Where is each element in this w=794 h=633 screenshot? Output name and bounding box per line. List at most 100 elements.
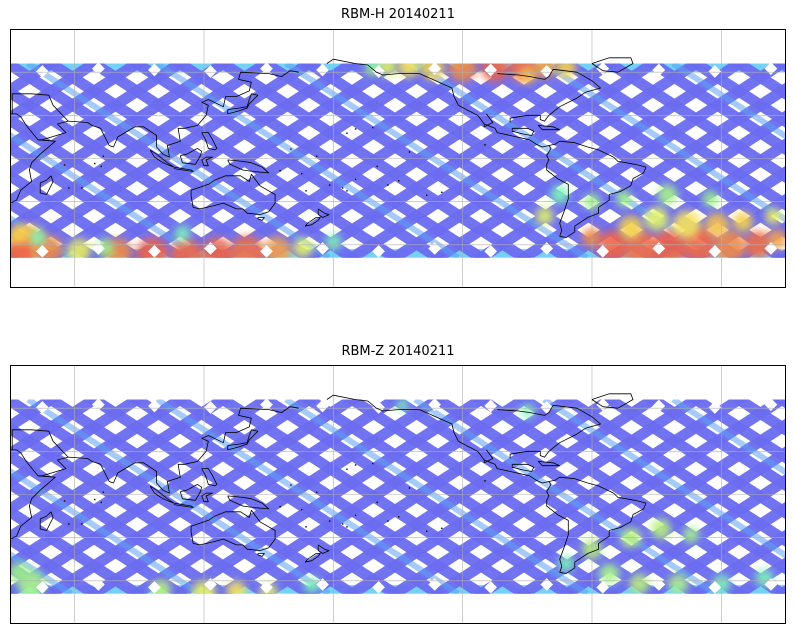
- island-speck: [346, 526, 348, 528]
- satellite-swath: [10, 63, 102, 125]
- island-speck: [329, 184, 331, 186]
- satellite-swath: [215, 399, 532, 594]
- satellite-swath: [10, 532, 102, 594]
- heat-layer: [10, 399, 778, 594]
- satellite-swath: [10, 63, 231, 208]
- satellite-swath: [86, 63, 403, 258]
- heat-spot: [743, 230, 772, 258]
- satellite-swath: [43, 63, 360, 258]
- satellite-swath: [10, 399, 274, 572]
- coastline: [591, 57, 634, 73]
- island-speck: [441, 191, 443, 193]
- heat-spot: [705, 212, 730, 237]
- island-speck: [387, 520, 389, 522]
- coastlines: [10, 57, 647, 239]
- satellite-swath: [155, 399, 460, 594]
- island-speck: [81, 187, 83, 189]
- data-gap: [372, 244, 385, 258]
- heat-spot: [618, 215, 643, 240]
- satellite-swath: [542, 63, 786, 224]
- island-speck: [290, 484, 292, 486]
- coastline: [227, 429, 259, 451]
- island-speck: [329, 520, 331, 522]
- heat-spot: [10, 225, 28, 244]
- data-gap: [316, 242, 329, 255]
- coastline: [227, 93, 259, 115]
- satellite-swath: [10, 399, 317, 594]
- satellite-swath: [10, 399, 231, 544]
- coastline: [11, 93, 69, 141]
- coastline: [326, 58, 647, 239]
- coastline: [257, 553, 265, 557]
- heat-spot: [481, 63, 509, 82]
- coastline: [591, 393, 634, 409]
- island-speck: [100, 165, 102, 168]
- island-speck: [305, 526, 307, 528]
- island-speck: [341, 523, 344, 525]
- heat-spot: [702, 190, 719, 207]
- island-speck: [346, 468, 348, 470]
- satellite-swath: [10, 63, 274, 236]
- satellite-swath: [387, 63, 704, 258]
- satellite-swath: [10, 131, 202, 258]
- data-gap: [35, 401, 49, 414]
- satellite-swath: [215, 63, 532, 258]
- island-speck: [341, 187, 344, 189]
- heat-layer: [10, 63, 786, 258]
- coastline: [10, 113, 56, 204]
- coastline: [497, 68, 601, 123]
- island-speck: [372, 126, 374, 129]
- coastline: [179, 148, 203, 165]
- island-speck: [372, 462, 374, 465]
- heat-spot: [229, 235, 266, 258]
- coastline: [257, 217, 265, 221]
- satellite-swath: [413, 399, 718, 594]
- satellite-swath: [688, 529, 786, 594]
- satellite-swath: [430, 63, 747, 258]
- island-speck: [398, 180, 400, 182]
- data-gap: [316, 63, 329, 77]
- island-speck: [279, 170, 281, 172]
- data-gap: [204, 578, 217, 591]
- satellite-swath: [172, 399, 489, 594]
- island-speck: [354, 514, 357, 517]
- coastline: [497, 404, 601, 459]
- heat-spot: [765, 208, 782, 225]
- heat-spot: [556, 63, 577, 78]
- island-speck: [94, 162, 96, 165]
- heat-spot: [650, 519, 671, 540]
- satellite-swath: [430, 399, 747, 594]
- satellite-swath: [344, 63, 661, 258]
- satellite-swath: [301, 63, 618, 258]
- coastline: [190, 509, 276, 552]
- island-speck: [63, 164, 66, 166]
- heat-spot: [550, 185, 569, 204]
- island-speck: [305, 190, 307, 192]
- satellite-swath: [10, 505, 145, 594]
- island-speck: [100, 501, 102, 504]
- heat-spot: [732, 211, 753, 232]
- satellite-swath: [671, 63, 786, 141]
- satellite-swath: [542, 399, 786, 560]
- island-speck: [316, 155, 318, 158]
- coastline: [483, 449, 494, 464]
- heat-spot: [672, 210, 701, 239]
- heat-spot: [644, 206, 669, 231]
- coastline: [511, 463, 535, 472]
- data-gap: [260, 580, 273, 594]
- satellite-swath: [645, 63, 786, 156]
- data-gap: [260, 399, 273, 411]
- data-gap: [204, 242, 217, 255]
- coastline: [326, 394, 647, 575]
- coastline: [227, 159, 270, 174]
- island-speck: [354, 464, 357, 466]
- satellite-swath: [10, 169, 145, 258]
- data-gap: [260, 63, 273, 75]
- satellite-swath: [645, 165, 786, 258]
- heat-spot: [293, 237, 314, 258]
- heat-spot: [200, 237, 233, 258]
- heat-spot: [174, 225, 191, 242]
- satellite-swath: [10, 399, 102, 461]
- coastline: [68, 406, 299, 494]
- island-speck: [426, 530, 428, 532]
